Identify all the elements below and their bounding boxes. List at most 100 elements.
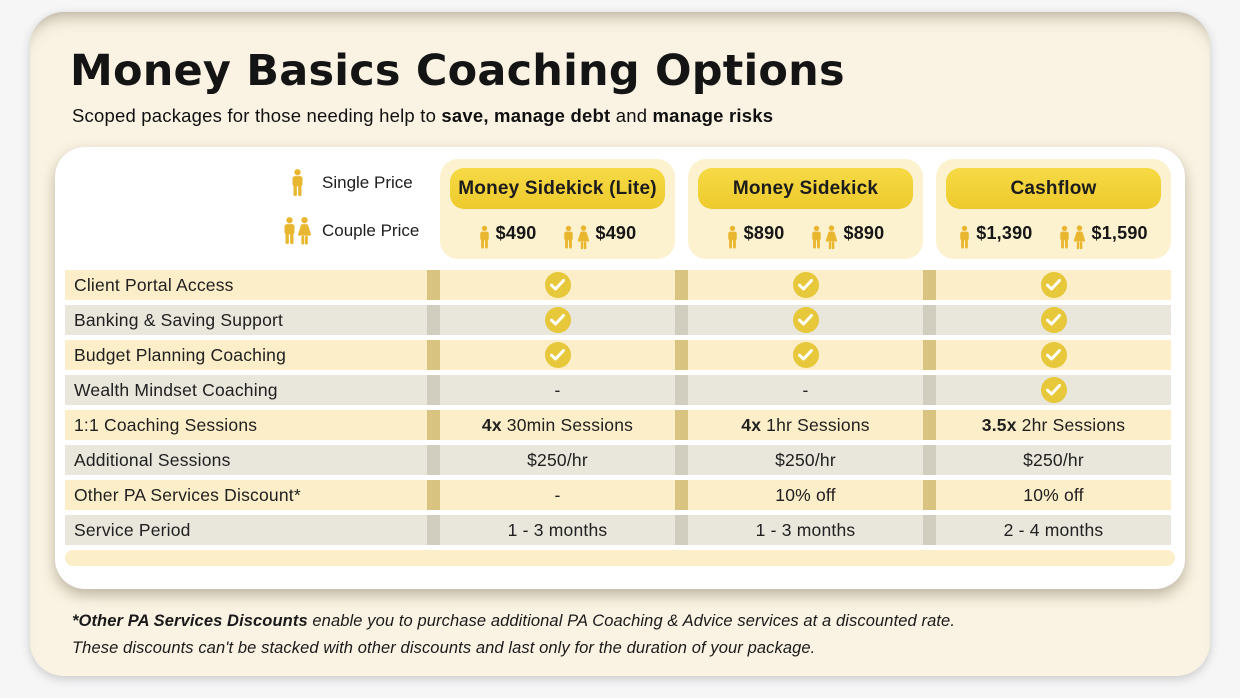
check-icon: [544, 272, 571, 299]
package-prices: $1,390 $1,590: [946, 216, 1161, 256]
cell-text: -: [802, 379, 809, 400]
cell-bold-text: 3.5x: [981, 414, 1017, 435]
couple-icon: [1059, 225, 1069, 249]
row-cell: -: [440, 375, 675, 406]
cell-text: -: [554, 379, 561, 400]
footnote: *Other PA Services Discounts enable you …: [72, 608, 1170, 661]
row-cell: -: [440, 480, 675, 511]
column-divider: [923, 445, 936, 476]
table-row: Additional Sessions $250/hr $250/hr $250/h…: [65, 445, 1175, 476]
row-cell: [688, 305, 923, 336]
table-row: Wealth Mindset Coaching - -: [65, 375, 1175, 406]
table-body: Client Portal Access Banking & Saving Su…: [65, 270, 1175, 546]
row-cell: $250/hr: [936, 445, 1171, 476]
single-price-group: $490: [479, 223, 537, 250]
column-divider: [923, 515, 936, 546]
subtitle-bold-risks: manage risks: [652, 105, 774, 127]
footnote-lead: *Other PA Services Discounts: [72, 612, 308, 631]
row-cell: 4x 30min Sessions: [440, 410, 675, 441]
row-cell: 1 - 3 months: [688, 515, 923, 546]
check-icon: [1040, 307, 1067, 334]
row-label: Service Period: [65, 515, 427, 546]
single-price: $490: [495, 222, 537, 243]
single-person-icon: [960, 225, 969, 249]
table-header: Single Price Couple Price Money Sidekick…: [65, 159, 1175, 260]
cell-text: $250/hr: [775, 449, 836, 470]
column-divider: [675, 340, 688, 371]
table-row: Client Portal Access: [65, 270, 1175, 301]
package-name: Money Sidekick: [732, 177, 879, 199]
couple-price-group: $490: [563, 223, 637, 250]
package-prices: $490 $490: [450, 216, 665, 256]
content-card: Money Basics Coaching Options Scoped pac…: [30, 12, 1210, 676]
subtitle-bold-save: save, manage debt: [441, 105, 611, 127]
row-cell: 10% off: [936, 480, 1171, 511]
cell-text: 10% off: [1023, 484, 1084, 505]
row-cell: [936, 305, 1171, 336]
cell-text: 2 - 4 months: [1003, 519, 1104, 540]
row-cell: [936, 340, 1171, 371]
row-cell: 2 - 4 months: [936, 515, 1171, 546]
couple-icon: [277, 216, 317, 246]
column-divider: [923, 480, 936, 511]
legend-single-label: Single Price: [322, 173, 413, 193]
subtitle-text: Scoped packages for those needing help t…: [72, 105, 442, 127]
package-prices: $890 $890: [698, 216, 913, 256]
cell-bold-text: 4x: [741, 414, 762, 435]
legend-single: Single Price: [277, 165, 427, 201]
couple-icon: [1073, 225, 1085, 249]
package-card-sidekick: Money Sidekick $890 $890: [688, 159, 923, 260]
column-divider: [427, 340, 440, 371]
cell-text: 10% off: [775, 484, 836, 505]
couple-icon: [825, 225, 837, 249]
table-footer-strip: [65, 550, 1175, 567]
row-cell: $250/hr: [688, 445, 923, 476]
row-cell: [936, 270, 1171, 301]
column-divider: [427, 445, 440, 476]
table-row: 1:1 Coaching Sessions 4x 30min Sessions 4x…: [65, 410, 1175, 441]
column-divider: [923, 375, 936, 406]
column-divider: [675, 480, 688, 511]
table-row: Budget Planning Coaching: [65, 340, 1175, 371]
cell-text: 1hr Sessions: [766, 414, 870, 435]
row-cell: -: [688, 375, 923, 406]
check-icon: [1040, 377, 1067, 404]
cell-text: $250/hr: [1023, 449, 1084, 470]
check-icon: [544, 342, 571, 369]
column-divider: [675, 305, 688, 336]
pricing-table: Single Price Couple Price Money Sidekick…: [55, 147, 1185, 590]
column-divider: [675, 375, 688, 406]
package-name: Money Sidekick (Lite): [458, 177, 657, 199]
row-cell: [440, 340, 675, 371]
column-divider: [675, 515, 688, 546]
check-icon: [792, 272, 819, 299]
single-person-icon: [479, 225, 489, 249]
check-icon: [792, 307, 819, 334]
legend-couple-label: Couple Price: [322, 221, 420, 241]
row-cell: [440, 305, 675, 336]
row-cell: 4x 1hr Sessions: [688, 410, 923, 441]
row-label: Wealth Mindset Coaching: [65, 375, 427, 406]
row-label: Other PA Services Discount*: [65, 480, 427, 511]
row-cell: [936, 375, 1171, 406]
column-divider: [427, 480, 440, 511]
check-icon: [792, 342, 819, 369]
row-cell: 10% off: [688, 480, 923, 511]
column-divider: [675, 410, 688, 441]
cell-text: 1 - 3 months: [755, 519, 856, 540]
table-row: Other PA Services Discount* - 10% off 10% …: [65, 480, 1175, 511]
row-cell: $250/hr: [440, 445, 675, 476]
table-row: Service Period 1 - 3 months 1 - 3 months 2…: [65, 515, 1175, 546]
check-icon: [1040, 342, 1067, 369]
cell-text: 1 - 3 months: [507, 519, 608, 540]
footnote-line1: enable you to purchase additional PA Coa…: [307, 612, 956, 631]
column-divider: [427, 375, 440, 406]
column-divider: [923, 340, 936, 371]
row-cell: [688, 340, 923, 371]
check-icon: [544, 307, 571, 334]
couple-price-group: $1,590: [1059, 223, 1148, 250]
row-cell: [440, 270, 675, 301]
single-person-icon: [277, 169, 317, 197]
footnote-line2: These discounts can't be stacked with ot…: [72, 638, 816, 657]
column-divider: [923, 305, 936, 336]
